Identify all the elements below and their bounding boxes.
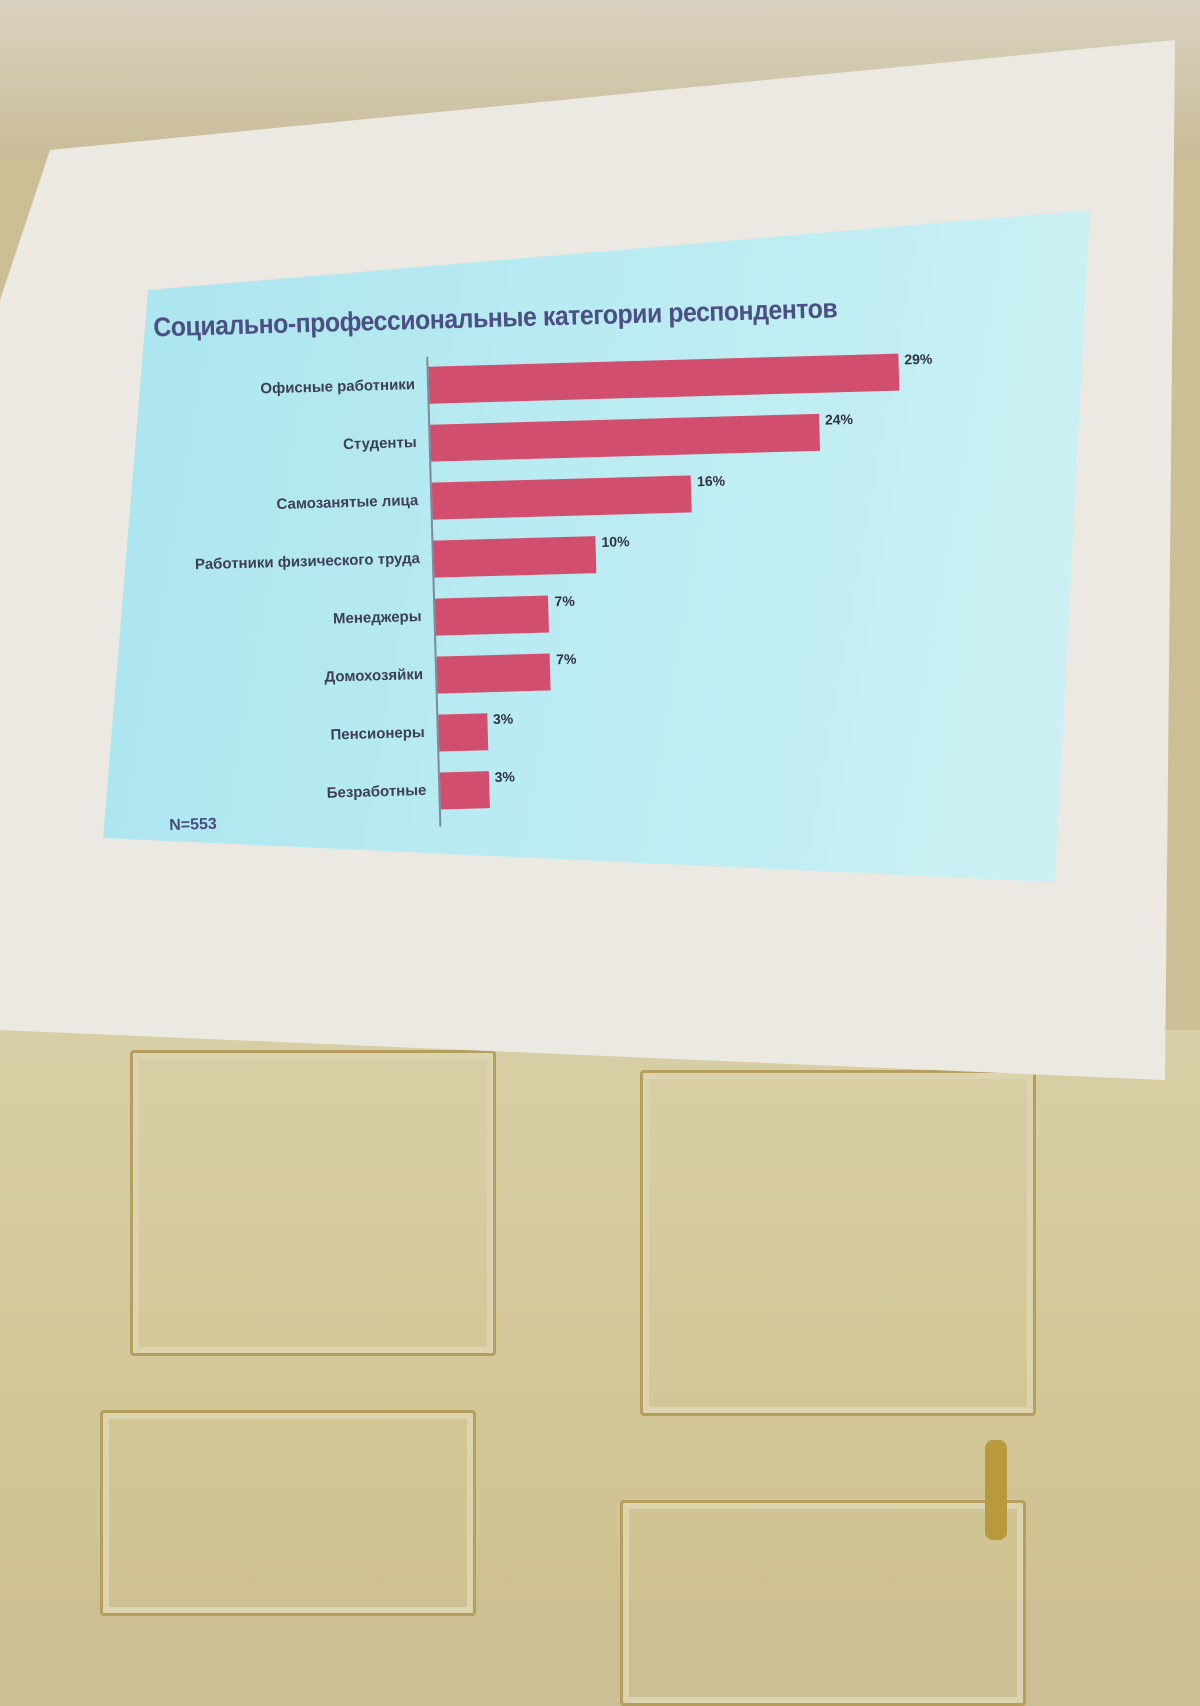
data-label: 10% (601, 533, 630, 550)
category-label: Офисные работники (260, 376, 416, 398)
category-label: Студенты (342, 434, 417, 454)
bar (431, 475, 692, 520)
sample-size-note: N=553 (169, 815, 218, 835)
data-label: 7% (554, 592, 575, 610)
bar (438, 713, 488, 752)
slide (103, 210, 1090, 882)
bar (433, 536, 597, 578)
bar (428, 353, 900, 404)
data-label: 29% (904, 350, 933, 368)
bar (439, 771, 490, 810)
bar (436, 653, 552, 694)
bar-chart: Социально-профессиональные категории рес… (152, 293, 933, 835)
bar (430, 413, 820, 462)
chart-title: Социально-профессиональные категории рес… (152, 293, 838, 343)
data-label: 7% (555, 650, 577, 668)
category-label: Самозанятые лица (276, 492, 419, 514)
category-label: Менеджеры (332, 608, 422, 628)
wall-doors (0, 1030, 1200, 1706)
data-label: 3% (492, 710, 514, 728)
bar (435, 595, 550, 636)
category-label: Работники физического труда (194, 550, 421, 574)
data-label: 24% (824, 410, 854, 428)
door-handle (985, 1440, 1007, 1540)
data-label: 3% (494, 768, 516, 786)
data-label: 16% (696, 472, 726, 490)
category-label: Пенсионеры (330, 723, 425, 744)
door-panel (640, 1070, 1036, 1416)
door-panel (130, 1050, 496, 1356)
category-label: Домохозяйки (324, 665, 424, 686)
category-label: Безработные (326, 781, 427, 802)
